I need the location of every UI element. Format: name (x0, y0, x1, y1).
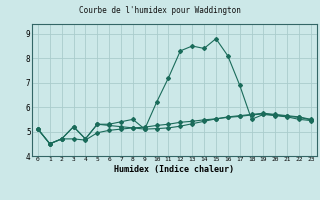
X-axis label: Humidex (Indice chaleur): Humidex (Indice chaleur) (115, 165, 234, 174)
Text: Courbe de l'humidex pour Waddington: Courbe de l'humidex pour Waddington (79, 6, 241, 15)
